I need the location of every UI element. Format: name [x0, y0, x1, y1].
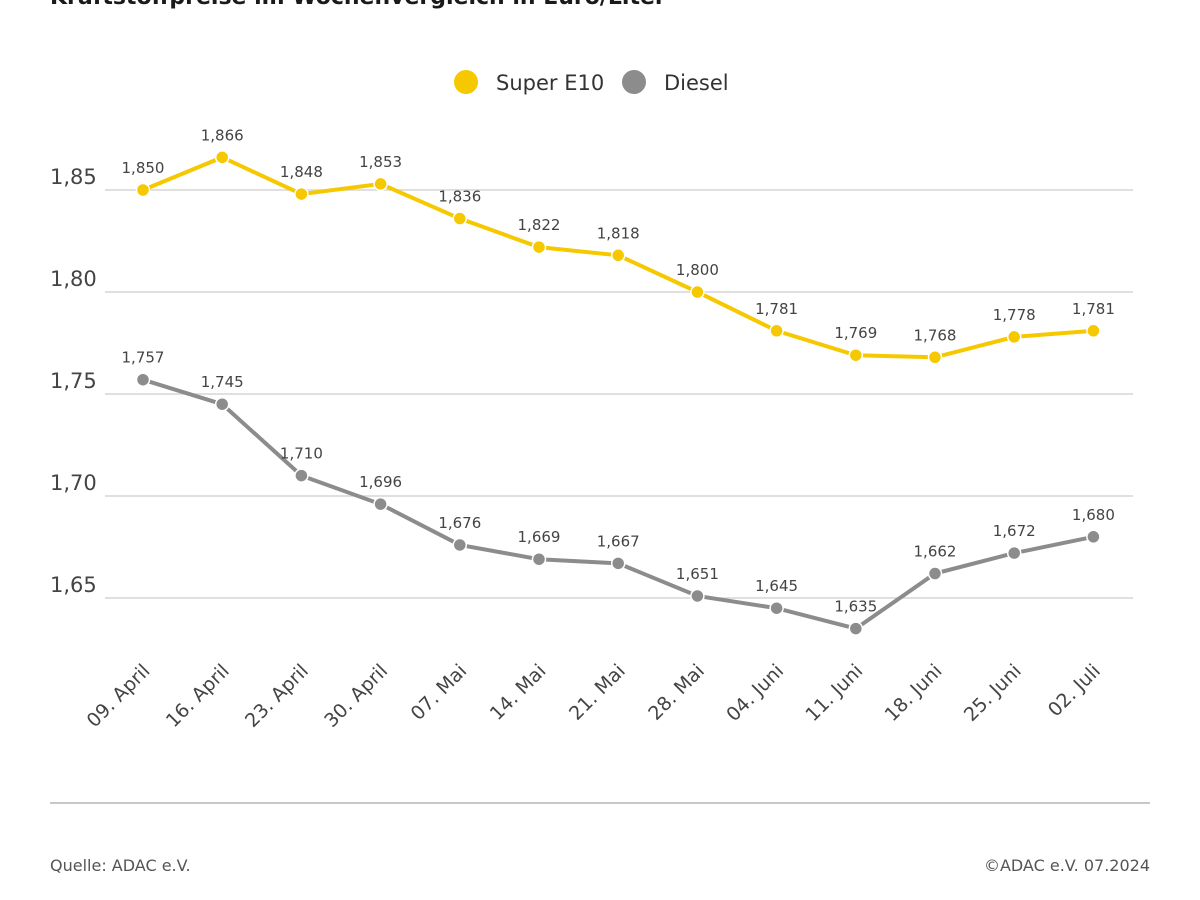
data-point	[1086, 323, 1101, 339]
data-point	[690, 284, 705, 300]
data-point	[769, 323, 784, 339]
gridlines: 1,85 1,80 1,75 1,70 1,65	[50, 165, 1133, 599]
x-tick-label: 14. Mai	[486, 660, 551, 725]
data-point	[373, 176, 388, 192]
x-tick-label: 02. Juli	[1044, 660, 1105, 721]
data-label: 1,672	[993, 522, 1036, 540]
data-label: 1,757	[122, 349, 165, 367]
data-point	[294, 186, 309, 202]
x-tick-label: 30. April	[320, 660, 392, 732]
data-label: 1,745	[201, 373, 244, 391]
data-label: 1,667	[597, 532, 640, 550]
data-label: 1,645	[755, 577, 798, 595]
legend: Super E10 Diesel	[454, 70, 729, 95]
legend-label: Super E10	[496, 71, 604, 95]
data-point	[531, 239, 547, 255]
data-label: 1,769	[834, 324, 877, 342]
data-label: 1,853	[359, 153, 402, 171]
data-point	[1086, 529, 1101, 545]
data-point	[927, 566, 943, 581]
data-label: 1,662	[914, 543, 957, 561]
data-label: 1,676	[438, 514, 481, 532]
x-tick-label: 21. Mai	[565, 660, 630, 725]
data-label: 1,850	[122, 159, 165, 177]
data-label: 1,710	[280, 445, 323, 463]
data-point	[135, 182, 151, 198]
y-tick-label: 1,75	[50, 369, 97, 393]
y-tick-label: 1,65	[50, 573, 97, 597]
data-point	[690, 588, 705, 604]
x-tick-label: 18. Juni	[881, 660, 947, 726]
x-tick-label: 09. April	[83, 660, 155, 732]
x-tick-label: 11. Juni	[801, 660, 867, 726]
data-label: 1,696	[359, 473, 402, 491]
x-tick-label: 07. Mai	[407, 660, 472, 725]
data-point	[1006, 545, 1022, 561]
data-point	[135, 372, 151, 387]
data-label: 1,669	[518, 528, 561, 546]
legend-marker	[622, 70, 646, 94]
data-label: 1,680	[1072, 506, 1115, 524]
data-label: 1,651	[676, 565, 719, 583]
data-label: 1,635	[834, 598, 877, 616]
data-point	[610, 556, 626, 571]
data-point	[294, 468, 309, 483]
data-point	[769, 600, 784, 616]
data-point	[610, 248, 626, 263]
y-tick-label: 1,85	[50, 165, 97, 189]
series-line	[142, 377, 1094, 631]
x-tick-label: 25. Juni	[960, 660, 1026, 726]
copyright-text: ©ADAC e.V. 07.2024	[984, 856, 1150, 875]
data-label: 1,781	[1072, 300, 1115, 318]
y-tick-label: 1,70	[50, 471, 97, 495]
x-tick-label: 28. Mai	[644, 660, 709, 725]
source-text: Quelle: ADAC e.V.	[50, 856, 191, 875]
y-tick-label: 1,80	[50, 267, 97, 291]
x-tick-label: 04. Juni	[722, 660, 788, 726]
data-point	[452, 211, 468, 226]
data-label: 1,800	[676, 261, 719, 279]
data-label: 1,781	[755, 300, 798, 318]
x-tick-label: 16. April	[162, 660, 234, 732]
data-point	[373, 496, 388, 512]
data-label: 1,836	[438, 188, 481, 206]
data-point	[214, 150, 230, 165]
data-point	[531, 551, 547, 567]
data-label: 1,866	[201, 126, 244, 144]
data-label: 1,848	[280, 163, 323, 181]
data-label: 1,768	[914, 326, 957, 344]
data-label: 1,778	[993, 306, 1036, 324]
x-tick-label: 23. April	[241, 660, 313, 732]
data-point	[848, 347, 864, 363]
legend-marker	[454, 70, 478, 94]
data-point	[1006, 329, 1022, 345]
data-label: 1,818	[597, 224, 640, 242]
data-point	[452, 537, 468, 553]
data-point	[214, 396, 230, 412]
chart-title: Kraftstoffpreise im Wochenvergleich in E…	[50, 0, 666, 10]
data-point	[927, 350, 943, 365]
legend-label: Diesel	[664, 71, 729, 95]
data-point	[848, 621, 864, 636]
data-label: 1,822	[518, 216, 561, 234]
